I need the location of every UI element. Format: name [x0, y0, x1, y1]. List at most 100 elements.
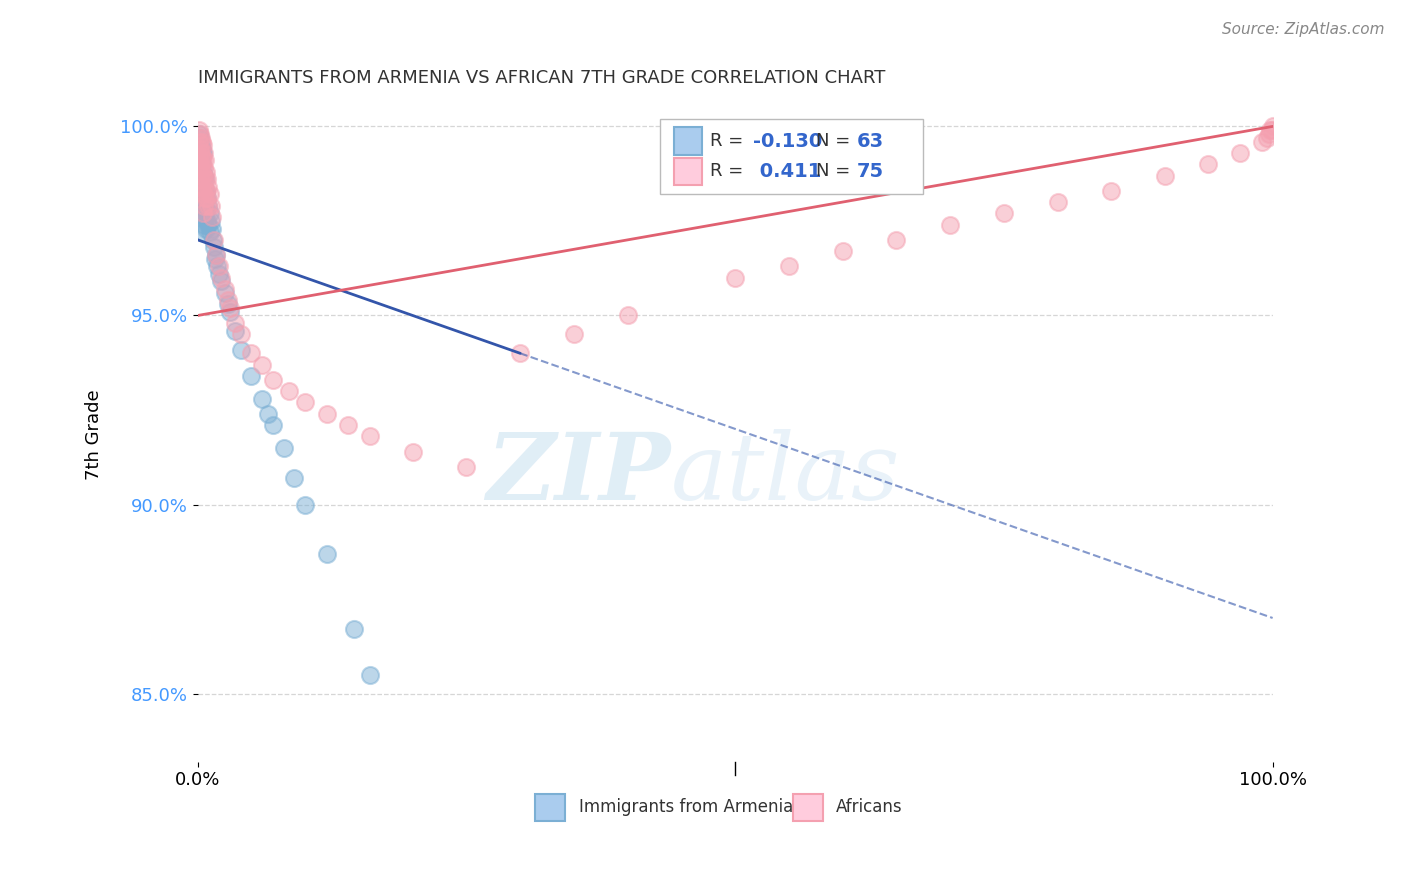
Text: R =: R = — [710, 162, 749, 180]
FancyBboxPatch shape — [673, 158, 702, 186]
Point — [217, 293, 239, 308]
Point — [456, 459, 478, 474]
Point — [201, 233, 224, 247]
Point — [273, 441, 295, 455]
Point — [187, 153, 209, 168]
Point — [191, 135, 214, 149]
Point — [190, 199, 212, 213]
Point — [1258, 127, 1281, 141]
Point — [250, 358, 273, 372]
Point — [315, 407, 337, 421]
Point — [205, 248, 228, 262]
Point — [214, 282, 236, 296]
Point — [193, 202, 215, 217]
Text: N =: N = — [815, 132, 856, 150]
Point — [187, 127, 209, 141]
Point — [294, 395, 316, 409]
Point — [191, 225, 214, 239]
Point — [193, 218, 215, 232]
Point — [197, 199, 219, 213]
Point — [200, 214, 222, 228]
FancyBboxPatch shape — [673, 128, 702, 155]
Point — [190, 180, 212, 194]
Point — [191, 206, 214, 220]
Point — [194, 191, 217, 205]
Point — [201, 221, 224, 235]
Point — [187, 138, 209, 153]
Point — [198, 187, 221, 202]
Point — [191, 165, 214, 179]
Point — [188, 157, 211, 171]
Point — [1256, 130, 1278, 145]
Point — [191, 180, 214, 194]
Point — [190, 145, 212, 160]
Point — [509, 346, 531, 360]
Point — [278, 384, 301, 398]
Point — [197, 199, 219, 213]
Point — [188, 172, 211, 186]
Point — [205, 260, 228, 274]
Point — [402, 444, 425, 458]
Point — [202, 240, 225, 254]
Text: ZIP: ZIP — [486, 429, 671, 519]
Point — [262, 373, 284, 387]
Text: Africans: Africans — [837, 798, 903, 816]
Text: Source: ZipAtlas.com: Source: ZipAtlas.com — [1222, 22, 1385, 37]
Point — [194, 153, 217, 168]
Point — [1260, 123, 1282, 137]
Point — [191, 187, 214, 202]
Point — [188, 127, 211, 141]
Point — [831, 244, 853, 259]
FancyBboxPatch shape — [536, 795, 565, 821]
Point — [209, 275, 232, 289]
Point — [201, 210, 224, 224]
Point — [224, 316, 246, 330]
Point — [208, 267, 231, 281]
Point — [224, 324, 246, 338]
Point — [240, 369, 263, 384]
Point — [229, 327, 252, 342]
Point — [205, 248, 228, 262]
Point — [208, 260, 231, 274]
Point — [193, 180, 215, 194]
Point — [190, 184, 212, 198]
Point — [1261, 120, 1284, 134]
Point — [195, 191, 218, 205]
Point — [217, 297, 239, 311]
Point — [202, 233, 225, 247]
Point — [191, 184, 214, 198]
Point — [188, 130, 211, 145]
Point — [1197, 157, 1219, 171]
Point — [250, 392, 273, 406]
Point — [191, 142, 214, 156]
Point — [191, 169, 214, 183]
Point — [187, 150, 209, 164]
Point — [195, 165, 218, 179]
Point — [778, 260, 800, 274]
Y-axis label: 7th Grade: 7th Grade — [86, 389, 103, 480]
Point — [191, 187, 214, 202]
Point — [1046, 195, 1069, 210]
Point — [191, 165, 214, 179]
Point — [191, 210, 214, 224]
Text: 0.411: 0.411 — [754, 161, 823, 181]
Point — [337, 418, 360, 433]
Point — [194, 172, 217, 186]
Point — [219, 304, 242, 318]
Point — [1229, 145, 1251, 160]
Point — [191, 195, 214, 210]
Point — [993, 206, 1015, 220]
Text: IMMIGRANTS FROM ARMENIA VS AFRICAN 7TH GRADE CORRELATION CHART: IMMIGRANTS FROM ARMENIA VS AFRICAN 7TH G… — [198, 69, 884, 87]
Point — [191, 150, 214, 164]
Point — [190, 169, 212, 183]
Point — [188, 161, 211, 175]
FancyBboxPatch shape — [659, 119, 924, 194]
Point — [197, 218, 219, 232]
Point — [262, 418, 284, 433]
Point — [1154, 169, 1177, 183]
Point — [188, 142, 211, 156]
Text: R =: R = — [710, 132, 749, 150]
Point — [188, 145, 211, 160]
Point — [197, 180, 219, 194]
Point — [256, 407, 278, 421]
